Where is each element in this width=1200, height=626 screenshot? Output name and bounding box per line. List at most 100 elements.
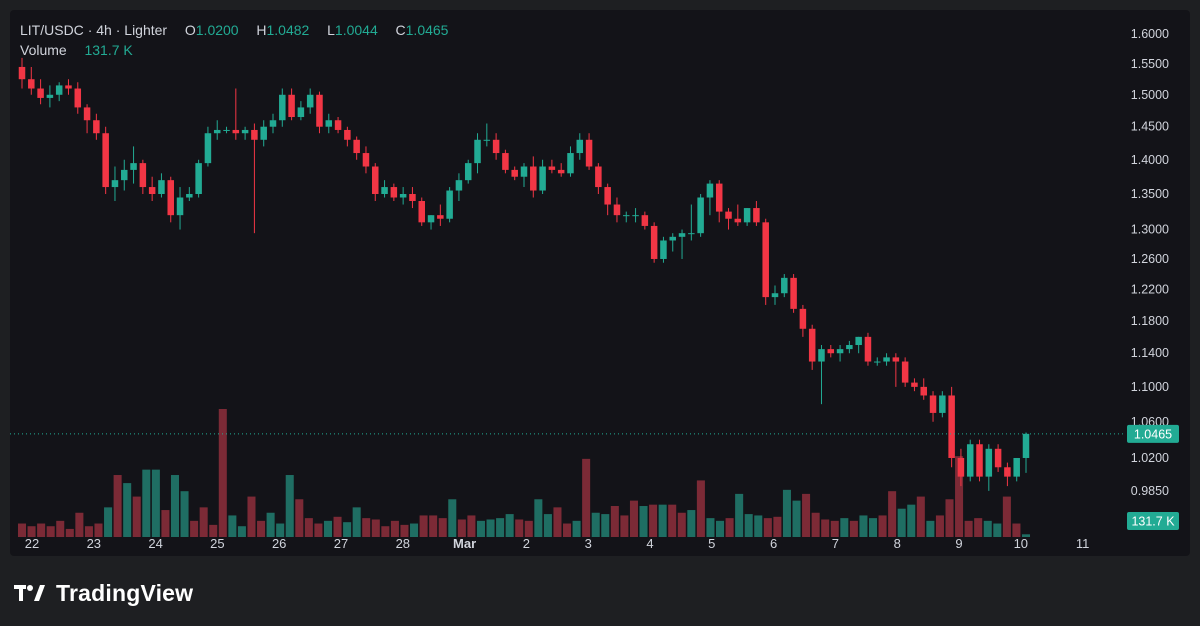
candle [344, 126, 351, 147]
candle-body [781, 277, 788, 294]
candle [260, 120, 267, 147]
volume-bar [1012, 523, 1021, 537]
candle-body [344, 129, 351, 140]
candle [725, 208, 732, 230]
candle [74, 82, 82, 114]
candle-body [874, 361, 881, 363]
candle [232, 88, 240, 140]
candle-body [920, 386, 927, 396]
candle [111, 166, 119, 202]
price-tick-label: 1.4000 [1131, 153, 1169, 167]
volume-bar [352, 507, 361, 537]
volume-bar [955, 456, 964, 537]
candle-body [994, 448, 1002, 468]
symbol-label[interactable]: LIT/USDC [20, 22, 84, 38]
volume-bar [295, 499, 304, 537]
candle-body [548, 166, 556, 170]
candle [929, 391, 937, 422]
time-tick-label: 2 [523, 536, 530, 551]
volume-bar [190, 520, 199, 537]
volume-bar [553, 507, 562, 537]
candle-body [901, 361, 909, 383]
candle-body [232, 129, 240, 134]
candle-body [623, 215, 630, 217]
candle-body [464, 163, 472, 181]
exchange-label: Lighter [124, 22, 168, 38]
candle-body [660, 240, 667, 259]
candle [585, 133, 593, 170]
candle-body [102, 133, 109, 188]
candle-body [55, 85, 63, 95]
candlestick-chart[interactable]: 1.6000 1.5500 1.5000 1.4500 1.4000 1.3500 1.30… [10, 10, 1190, 556]
volume-bar [744, 514, 753, 537]
volume-bar [821, 519, 830, 537]
volume-bar [677, 512, 686, 537]
volume-bar [868, 518, 878, 537]
candle-body [18, 66, 26, 80]
candle-body [595, 166, 602, 188]
volume-bar [46, 526, 55, 537]
volume-bar [410, 523, 419, 537]
volume-bar [563, 523, 572, 537]
candle-body [390, 187, 398, 198]
candle-body [846, 345, 853, 350]
interval-label[interactable]: 4h [96, 22, 112, 38]
volume-bar [696, 480, 705, 537]
candle [511, 166, 518, 181]
candle-body [502, 153, 509, 170]
candle [790, 274, 797, 313]
candle [808, 324, 816, 370]
candle [372, 163, 379, 202]
price-tick-label: 1.4500 [1131, 120, 1169, 134]
brand-footer[interactable]: TradingView [14, 578, 193, 608]
candle [948, 386, 955, 468]
candle-body [167, 180, 174, 216]
candle-body [604, 187, 611, 205]
candle [697, 194, 704, 237]
candle [985, 444, 993, 491]
volume-bar [400, 524, 409, 537]
candle-body [139, 163, 147, 188]
time-tick-label: 26 [272, 536, 286, 551]
volume-bar [228, 515, 237, 537]
candle [409, 187, 416, 209]
close-label: C [395, 22, 406, 38]
candle [483, 123, 491, 147]
candle [650, 222, 658, 263]
candle-body [409, 194, 416, 202]
time-tick-label: 7 [832, 536, 839, 551]
candle-body [827, 349, 835, 354]
volume-bar [104, 507, 113, 537]
candle-body [697, 197, 704, 234]
candle [734, 204, 742, 226]
candle [46, 85, 54, 108]
volume-bar [37, 523, 46, 537]
volume-bar [276, 523, 285, 537]
volume-bar [199, 507, 208, 537]
candle-body [836, 349, 844, 354]
time-axis[interactable]: 22 23 24 25 26 27 28 Mar 2 3 4 5 6 7 8 9 10 11 [25, 536, 1090, 551]
high-value: 1.0482 [266, 22, 310, 38]
volume-bar [763, 518, 772, 537]
volume-bar [333, 516, 342, 537]
volume-bar [983, 520, 992, 537]
candle-body [688, 233, 695, 235]
chart-panel[interactable]: 1.6000 1.5500 1.5000 1.4500 1.4000 1.3500 1.30… [10, 10, 1190, 556]
candle-body [632, 215, 639, 217]
candle [706, 180, 714, 216]
volume-label[interactable]: Volume [20, 42, 67, 58]
candle-body [251, 129, 258, 140]
candle-body [976, 444, 983, 477]
volume-bar [266, 512, 275, 537]
candle-body [650, 225, 658, 259]
volume-bar [1002, 496, 1011, 537]
volume-bar [515, 519, 524, 537]
candle-body [260, 126, 267, 140]
price-axis[interactable]: 1.6000 1.5500 1.5000 1.4500 1.4000 1.3500 1.30… [1131, 27, 1169, 527]
candle-body [65, 85, 72, 89]
volume-bar [457, 519, 466, 537]
candle [669, 233, 676, 252]
candle-body [372, 166, 379, 195]
volume-bar [782, 489, 791, 537]
candle-body [771, 293, 779, 298]
